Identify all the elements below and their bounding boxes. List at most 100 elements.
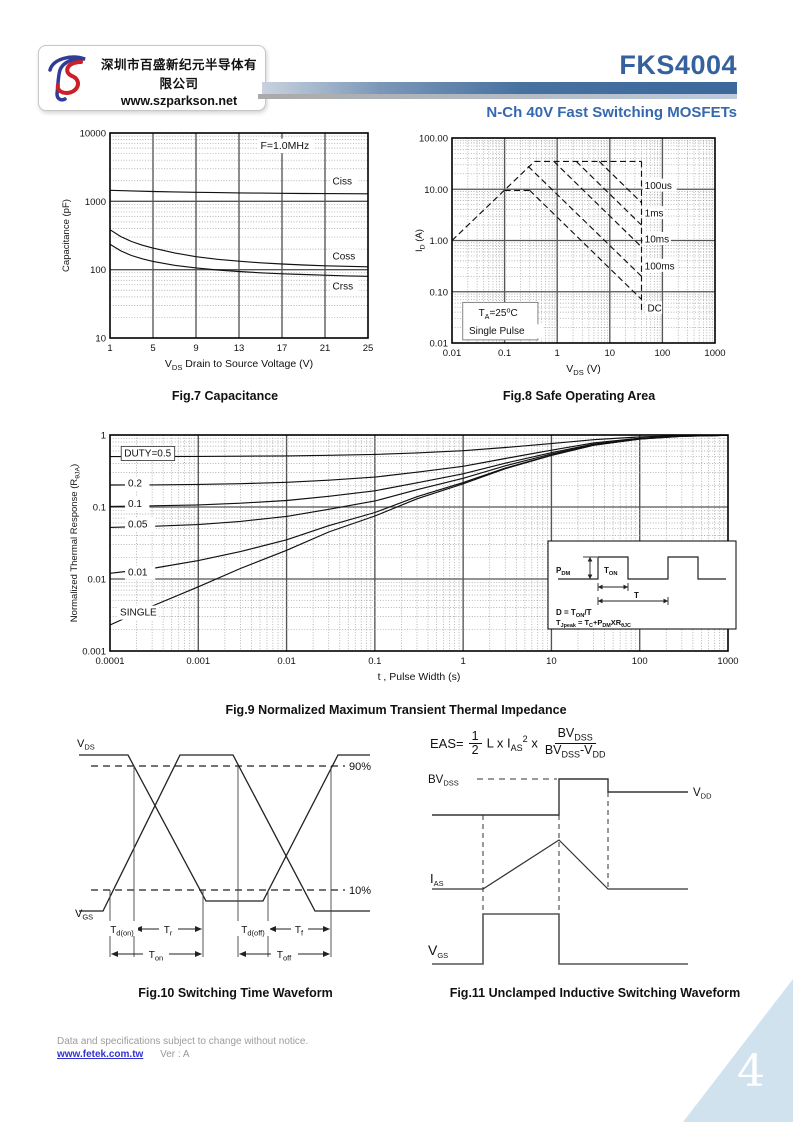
- x-tick-label: 21: [320, 343, 331, 354]
- y-tick-label: 10: [95, 334, 106, 345]
- y-tick-label: 10.00: [424, 185, 448, 196]
- footer-notice: Data and specifications subject to chang…: [57, 1036, 309, 1047]
- y-axis-label: Capacitance (pF): [61, 199, 72, 272]
- x-tick-label: 1: [555, 348, 560, 359]
- tf-label: Tf: [295, 925, 304, 938]
- eas-lhs: EAS=: [430, 736, 464, 752]
- vds-label: VDS: [77, 738, 95, 752]
- annotation: SINGLE: [120, 608, 157, 619]
- series-duty-0.2: [109, 434, 729, 486]
- x-tick-label: 9: [193, 343, 198, 354]
- series-label-10ms: 10ms: [645, 235, 669, 246]
- annotation: Single Pulse: [469, 326, 525, 337]
- x-tick-label: 1000: [704, 348, 725, 359]
- series-label-backer: [330, 249, 359, 263]
- x-tick-label: 1000: [717, 656, 738, 667]
- series-Coss: [109, 229, 369, 268]
- series-DC: [529, 189, 642, 300]
- inset-pdm-label: PDM: [556, 566, 570, 577]
- x-tick-label: 10: [546, 656, 557, 667]
- series-10ms: [553, 160, 642, 248]
- vgs-trace: [79, 754, 370, 912]
- page-subtitle: N-Ch 40V Fast Switching MOSFETs: [486, 104, 737, 121]
- series-label-Crss: Crss: [333, 281, 354, 292]
- page-number: 4: [737, 1046, 765, 1097]
- series-100ms: [527, 165, 642, 277]
- series-label-100ms: 100ms: [645, 261, 675, 272]
- fig8-caption: Fig.8 Safe Operating Area: [502, 389, 656, 403]
- y-axis-label: Normalized Thermal Response (RθJA): [69, 464, 82, 622]
- td-on-label: Td(on): [110, 925, 134, 938]
- annotation: 0.2: [128, 478, 142, 489]
- x-axis-label: t , Pulse Width (s): [378, 671, 461, 683]
- header-gray-bar: [258, 94, 737, 99]
- annotation: 0.1: [128, 499, 142, 510]
- plot-border: [451, 137, 716, 344]
- y-tick-label: 1000: [85, 197, 106, 208]
- company-url: www.szparkson.net: [120, 93, 238, 108]
- annotation-backer: [475, 306, 521, 321]
- ias-label: IAS: [430, 871, 444, 888]
- vgs-label: VGS: [75, 908, 93, 922]
- x-tick-label: 17: [277, 343, 288, 354]
- timing-dash-lines: [482, 779, 609, 915]
- company-name: 深圳市百盛新纪元半导体有限公司: [100, 58, 257, 91]
- fig11-waveform-svg: BVDSS VDD IAS VGS: [428, 774, 712, 965]
- toff-label: Toff: [277, 950, 292, 963]
- annotation: 0.05: [128, 519, 148, 530]
- inset-pulse-waveform: [558, 556, 726, 580]
- series-label-backer: [642, 232, 671, 245]
- gridlines: [110, 133, 368, 338]
- inset-t-label: T: [634, 591, 639, 600]
- annotation-backer: [117, 605, 159, 620]
- footer-version: Ver : A: [160, 1049, 190, 1060]
- level-90-label: 90%: [349, 761, 371, 773]
- footer-website-link[interactable]: www.fetek.com.tw: [57, 1049, 144, 1060]
- fig11-uis-waveform: EAS= 1 2 L x IAS2 x BVDSS BVDSS-VDD: [420, 726, 770, 979]
- y-tick-label: 1.00: [430, 236, 449, 247]
- ton-label: Ton: [149, 950, 163, 963]
- vds-trace: [79, 754, 370, 902]
- series-single-pulse: [109, 434, 729, 626]
- annotation-backer: [465, 324, 543, 339]
- eas-middle-term: L x IAS2 x: [486, 734, 538, 754]
- fig7-caption: Fig.7 Capacitance: [171, 389, 279, 403]
- vgs-label: VGS: [428, 942, 448, 960]
- x-tick-label: 0.1: [368, 656, 381, 667]
- y-tick-label: 0.10: [430, 287, 449, 298]
- y-tick-label: 1: [101, 431, 106, 442]
- fig10-switching-waveform: VDS VGS 90% 10% Td(on) Tr Td(off) Tf Ton…: [63, 733, 408, 978]
- tr-label: Tr: [164, 925, 173, 938]
- y-tick-label: 10000: [80, 129, 106, 140]
- x-tick-label: 10: [605, 348, 616, 359]
- vdd-label: VDD: [693, 787, 712, 801]
- vds-trace: [432, 778, 688, 816]
- series-label-Ciss: Ciss: [333, 176, 352, 187]
- x-tick-label: 5: [150, 343, 155, 354]
- y-tick-label: 100: [90, 265, 106, 276]
- y-tick-label: 0.001: [82, 647, 106, 658]
- series-label-backer: [642, 178, 677, 192]
- y-tick-label: 0.01: [430, 339, 449, 350]
- x-tick-label: 1: [460, 656, 465, 667]
- fig10-caption: Fig.10 Switching Time Waveform: [138, 986, 333, 1000]
- x-axis-label: VDS (V): [566, 363, 600, 377]
- fig10-waveform-svg: VDS VGS 90% 10% Td(on) Tr Td(off) Tf Ton…: [75, 738, 371, 963]
- bvdss-label: BVDSS: [428, 774, 459, 788]
- ias-trace: [432, 839, 688, 890]
- fig9-thermal-impedance-chart: DUTY=0.5 0.2 0.1 0.05 0.01 SINGLE 0.0001 0.001 0…: [68, 425, 750, 698]
- series-duty-0.5: [109, 434, 729, 458]
- x-tick-label: 25: [363, 343, 374, 354]
- series-label-backer: [330, 173, 359, 187]
- fig11-caption: Fig.11 Unclamped Inductive Switching Wav…: [449, 986, 741, 1000]
- y-tick-label: 0.01: [88, 575, 107, 586]
- annotation-backer: [125, 517, 156, 532]
- x-tick-label: 0.01: [443, 348, 462, 359]
- x-axis-label: VDS Drain to Source Voltage (V): [165, 358, 313, 372]
- y-tick-label: 0.1: [93, 503, 106, 514]
- company-logo-icon: [48, 55, 86, 102]
- level-10-label: 10%: [349, 885, 371, 897]
- part-number: FKS4004: [619, 50, 737, 80]
- series-rdson-limit: [451, 160, 535, 241]
